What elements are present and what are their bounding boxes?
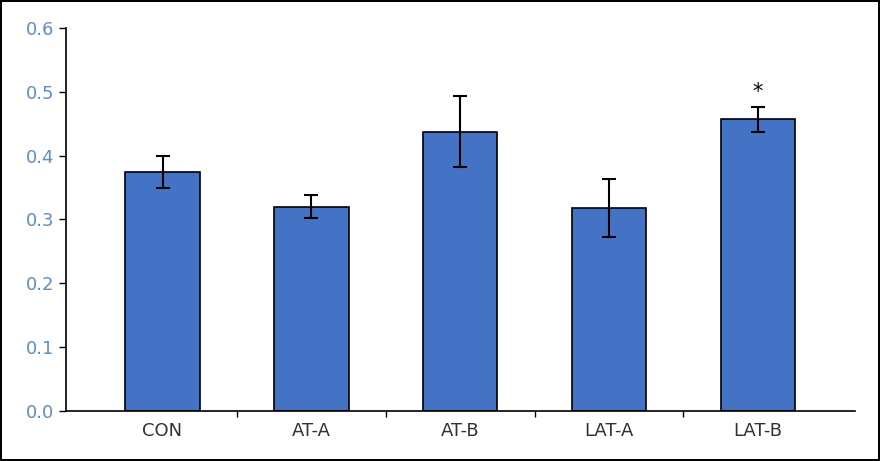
Bar [125, 171, 200, 411]
Bar [572, 208, 646, 411]
Bar [275, 207, 348, 411]
Bar [721, 119, 795, 411]
Bar [423, 131, 497, 411]
Text: *: * [752, 82, 763, 101]
